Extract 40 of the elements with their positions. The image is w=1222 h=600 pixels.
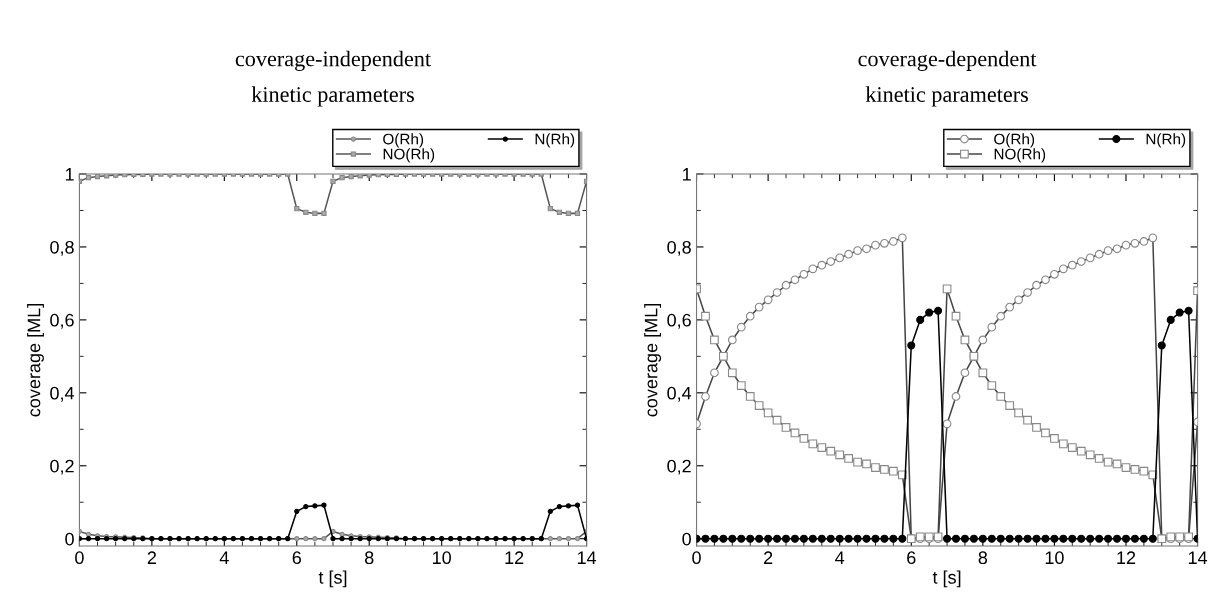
y-tick-label: 0,2 bbox=[50, 459, 74, 475]
legend-label: NO(Rh) bbox=[994, 148, 1046, 163]
chart-title: coverage-dependent kinetic parameters bbox=[858, 50, 1037, 107]
legend-label: N(Rh) bbox=[535, 133, 575, 148]
x-tick-label: 8 bbox=[364, 551, 374, 565]
y-tick-label: 1 bbox=[683, 168, 691, 181]
x-axis-title: t [s] bbox=[318, 570, 347, 588]
x-tick-label: 0 bbox=[692, 551, 701, 565]
x-tick-label: 10 bbox=[1045, 551, 1064, 565]
x-tick-label: 14 bbox=[577, 551, 597, 564]
chart-title: coverage-independent kinetic parameters bbox=[235, 50, 431, 107]
x-tick-label: 6 bbox=[292, 551, 301, 565]
y-tick-label: 0,6 bbox=[50, 313, 74, 329]
x-tick-label: 4 bbox=[835, 551, 845, 564]
y-tick-label: 0 bbox=[682, 532, 691, 546]
x-tick-label: 6 bbox=[907, 551, 916, 565]
y-axis-title: coverage [ML] bbox=[27, 304, 44, 417]
y-tick-label: 0,4 bbox=[50, 386, 75, 402]
y-axis-title: coverage [ML] bbox=[644, 304, 662, 417]
x-tick-label: 12 bbox=[1117, 551, 1136, 564]
x-axis-title: t [s] bbox=[932, 570, 961, 588]
x-tick-label: 4 bbox=[219, 551, 229, 564]
x-tick-label: 2 bbox=[764, 551, 773, 564]
y-tick-label: 0,4 bbox=[667, 386, 692, 402]
y-tick-label: 0,8 bbox=[667, 240, 691, 256]
legend-label: O(Rh) bbox=[383, 133, 424, 148]
x-tick-label: 8 bbox=[978, 551, 988, 565]
y-tick-label: 0 bbox=[65, 532, 74, 546]
x-tick-label: 0 bbox=[75, 551, 84, 565]
x-tick-label: 10 bbox=[433, 551, 451, 565]
y-tick-label: 0,8 bbox=[50, 240, 74, 256]
legend-label: O(Rh) bbox=[994, 133, 1035, 148]
y-tick-label: 1 bbox=[65, 168, 74, 181]
legend-label: NO(Rh) bbox=[383, 148, 435, 163]
x-tick-label: 12 bbox=[505, 551, 524, 564]
x-tick-label: 2 bbox=[147, 551, 156, 564]
x-tick-label: 14 bbox=[1188, 551, 1208, 564]
legend-label: N(Rh) bbox=[1146, 133, 1186, 148]
y-tick-label: 0,6 bbox=[667, 313, 691, 329]
y-tick-label: 0,2 bbox=[667, 459, 691, 475]
